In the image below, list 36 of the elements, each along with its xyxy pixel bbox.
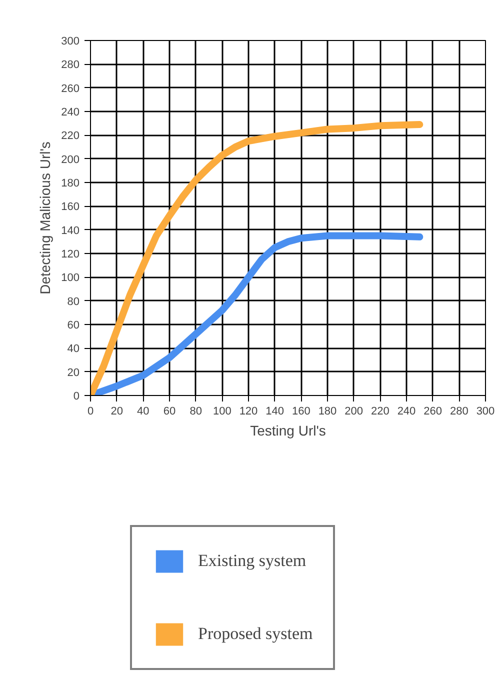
x-tick-label: 40	[137, 406, 150, 418]
x-tick-label: 200	[344, 406, 364, 418]
y-tick-label: 280	[61, 59, 80, 72]
x-tick-label: 240	[397, 406, 416, 418]
y-tick-label: 100	[61, 272, 80, 284]
y-tick-label: 220	[61, 130, 80, 142]
x-tick-label: 160	[292, 406, 310, 418]
y-tick-label: 200	[61, 154, 80, 166]
x-tick-label: 20	[110, 406, 123, 418]
legend-label: Proposed system	[198, 624, 313, 644]
y-tick-label: 80	[67, 296, 80, 308]
y-tick-label: 240	[61, 106, 80, 118]
x-tick-label: 100	[212, 406, 232, 418]
y-tick-label: 140	[61, 224, 80, 237]
x-tick-label: 0	[87, 406, 94, 418]
y-tick-label: 20	[67, 366, 80, 379]
legend-label: Existing system	[198, 551, 306, 571]
x-tick-label: 180	[318, 406, 337, 418]
x-axis-title: Testing Url's	[250, 422, 326, 438]
y-axis-title: Detecting Malicious Url's	[37, 142, 54, 294]
x-tick-label: 280	[450, 406, 468, 418]
y-tick-label: 120	[61, 248, 80, 260]
y-tick-label: 260	[61, 82, 80, 95]
x-tick-label: 120	[239, 406, 258, 418]
y-tick-label: 300	[61, 36, 80, 48]
x-tick-label: 80	[190, 406, 202, 418]
x-tick-label: 140	[266, 406, 284, 418]
y-tick-label: 60	[67, 320, 80, 332]
x-tick-label: 60	[163, 406, 176, 418]
x-tick-label: 260	[424, 406, 442, 418]
y-tick-label: 180	[61, 178, 80, 190]
y-tick-label: 0	[73, 390, 80, 402]
y-tick-label: 160	[61, 201, 80, 214]
y-tick-label: 40	[67, 343, 80, 356]
x-tick-label: 300	[476, 406, 495, 418]
x-tick-label: 220	[370, 406, 390, 418]
